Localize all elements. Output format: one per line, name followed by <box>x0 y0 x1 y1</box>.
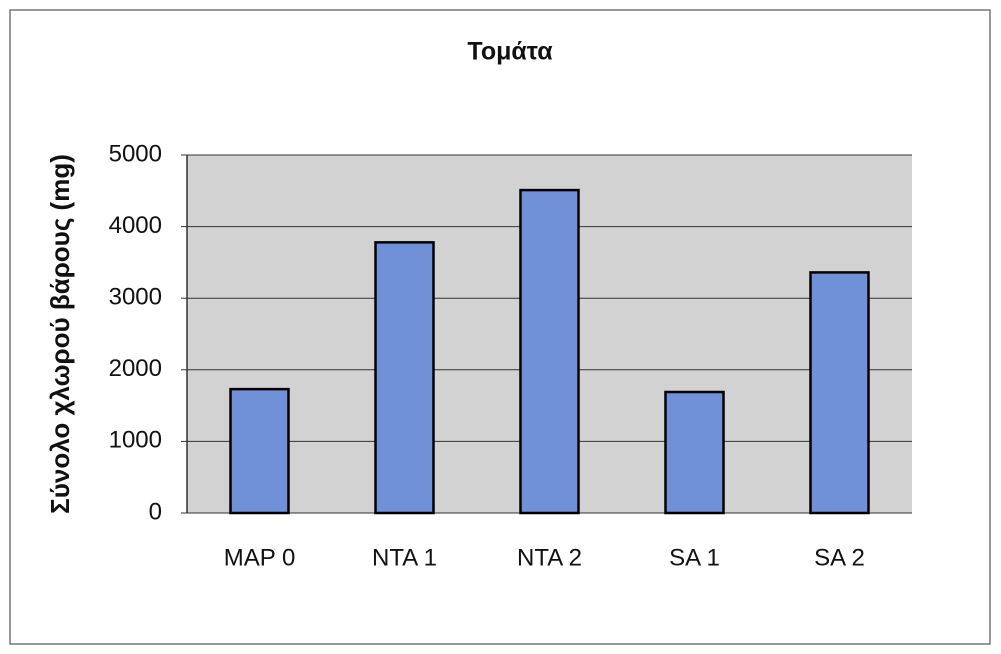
bar <box>229 387 290 515</box>
bar <box>664 390 725 515</box>
x-tick-label: SA 2 <box>814 544 865 571</box>
y-tick-label: 0 <box>149 498 162 525</box>
y-tick-label: 1000 <box>109 427 162 454</box>
y-tick-label: 2000 <box>109 355 162 382</box>
x-tick-label: NTA 2 <box>517 544 582 571</box>
x-tick-label: SA 1 <box>669 544 720 571</box>
x-tick-label: MAP 0 <box>224 544 296 571</box>
x-tick-label: NTA 1 <box>372 544 437 571</box>
y-tick-label: 3000 <box>109 284 162 311</box>
bar <box>374 241 435 515</box>
bar <box>519 188 580 515</box>
chart-title: Τομάτα <box>467 38 553 66</box>
y-tick-label: 5000 <box>109 140 162 167</box>
bar <box>809 271 870 515</box>
y-tick-label: 4000 <box>109 212 162 239</box>
y-axis-label: Σύνολο χλωρού βάρους (mg) <box>45 154 75 514</box>
